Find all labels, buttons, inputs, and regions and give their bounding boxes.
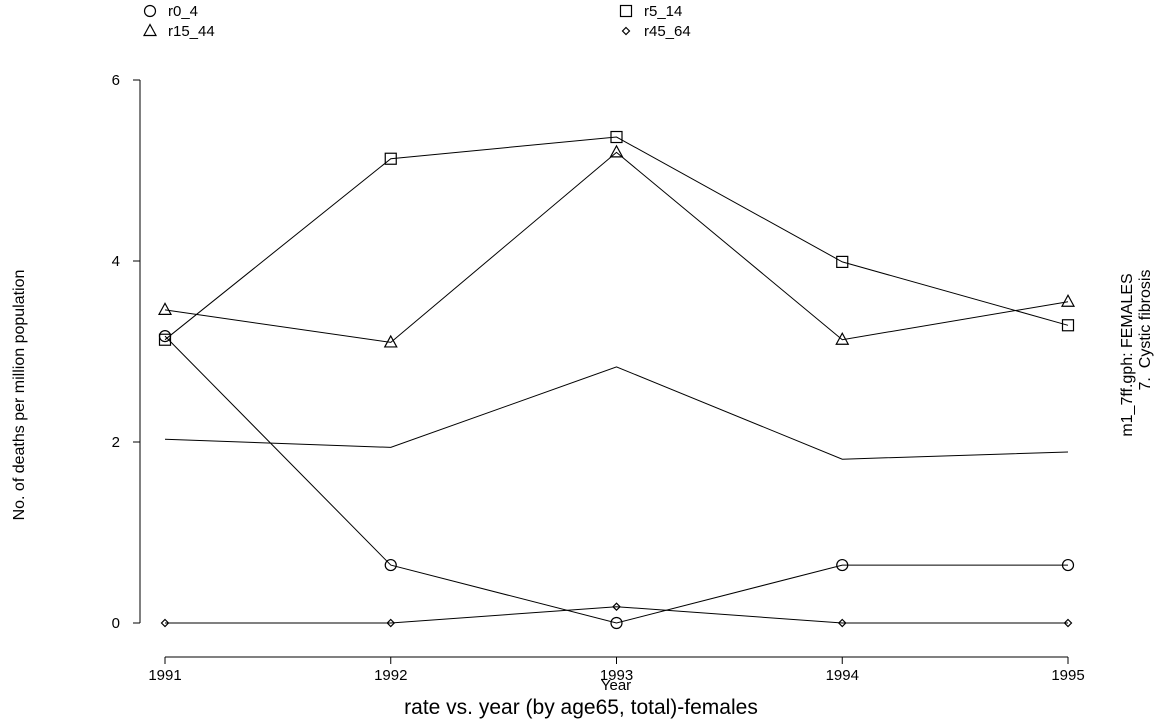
legend: r0_4 r5_14 r15_44 r45_64 bbox=[142, 3, 691, 40]
side-label-cause: 7. Cystic fibrosis bbox=[1137, 270, 1154, 391]
series-line-r15_44 bbox=[164, 151, 1069, 343]
legend-marker-r15_44 bbox=[142, 23, 158, 37]
x-tick-label: 1993 bbox=[600, 667, 633, 684]
data-point-r15_44 bbox=[1060, 293, 1076, 307]
data-point-r5_14 bbox=[610, 130, 623, 144]
data-point-r15_44 bbox=[609, 144, 624, 158]
data-point-r5_14 bbox=[836, 255, 849, 269]
data-point-r5_14 bbox=[384, 152, 397, 165]
data-point-r45_64 bbox=[160, 618, 170, 628]
data-point-r45_64 bbox=[386, 618, 396, 628]
y-tick-label: 0 bbox=[112, 615, 120, 632]
legend-marker-r5_14 bbox=[619, 4, 633, 18]
x-axis-label: Year bbox=[601, 677, 631, 694]
side-label-graph-name: m1_7ff.gph: FEMALES bbox=[1119, 273, 1136, 436]
data-point-r0_4 bbox=[1061, 558, 1075, 572]
legend-label-r0_4: r0_4 bbox=[168, 3, 198, 20]
data-point-r15_44 bbox=[157, 302, 173, 315]
data-point-r45_64 bbox=[837, 618, 847, 628]
series-line-series-4 bbox=[164, 366, 1069, 460]
series-line-r0_4 bbox=[164, 335, 1068, 624]
y-axis-label: No. of deaths per million population bbox=[11, 270, 28, 521]
data-point-r45_64 bbox=[1063, 618, 1073, 628]
data-point-r5_14 bbox=[158, 333, 172, 346]
data-point-r15_44 bbox=[383, 334, 398, 348]
legend-label-r45_64: r45_64 bbox=[644, 23, 691, 40]
series-markers bbox=[157, 130, 1076, 630]
data-point-r45_64 bbox=[612, 602, 621, 612]
data-point-r0_4 bbox=[836, 558, 849, 572]
y-tick-label: 4 bbox=[112, 253, 120, 270]
y-tick-label: 2 bbox=[112, 434, 120, 451]
chart-title: rate vs. year (by age65, total)-females bbox=[404, 696, 758, 719]
y-tick-label: 6 bbox=[112, 72, 120, 89]
x-tick-label: 1995 bbox=[1051, 667, 1084, 684]
x-ticks: 1991 1992 1993 1994 1995 bbox=[148, 657, 1085, 684]
series-line-r45_64 bbox=[165, 606, 1068, 624]
series-line-r5_14 bbox=[164, 136, 1069, 341]
series-lines bbox=[164, 136, 1069, 624]
x-tick-label: 1992 bbox=[374, 667, 407, 684]
data-point-r5_14 bbox=[1061, 319, 1075, 332]
legend-marker-r45_64 bbox=[621, 26, 631, 36]
x-tick-label: 1991 bbox=[148, 667, 181, 684]
data-point-r15_44 bbox=[835, 331, 850, 345]
y-ticks: 0 2 4 6 bbox=[112, 72, 140, 632]
legend-marker-r0_4 bbox=[143, 4, 157, 18]
x-tick-label: 1994 bbox=[826, 667, 859, 684]
data-point-r0_4 bbox=[384, 558, 397, 572]
legend-label-r15_44: r15_44 bbox=[168, 23, 215, 40]
data-point-r0_4 bbox=[610, 616, 623, 630]
legend-label-r5_14: r5_14 bbox=[644, 3, 682, 20]
